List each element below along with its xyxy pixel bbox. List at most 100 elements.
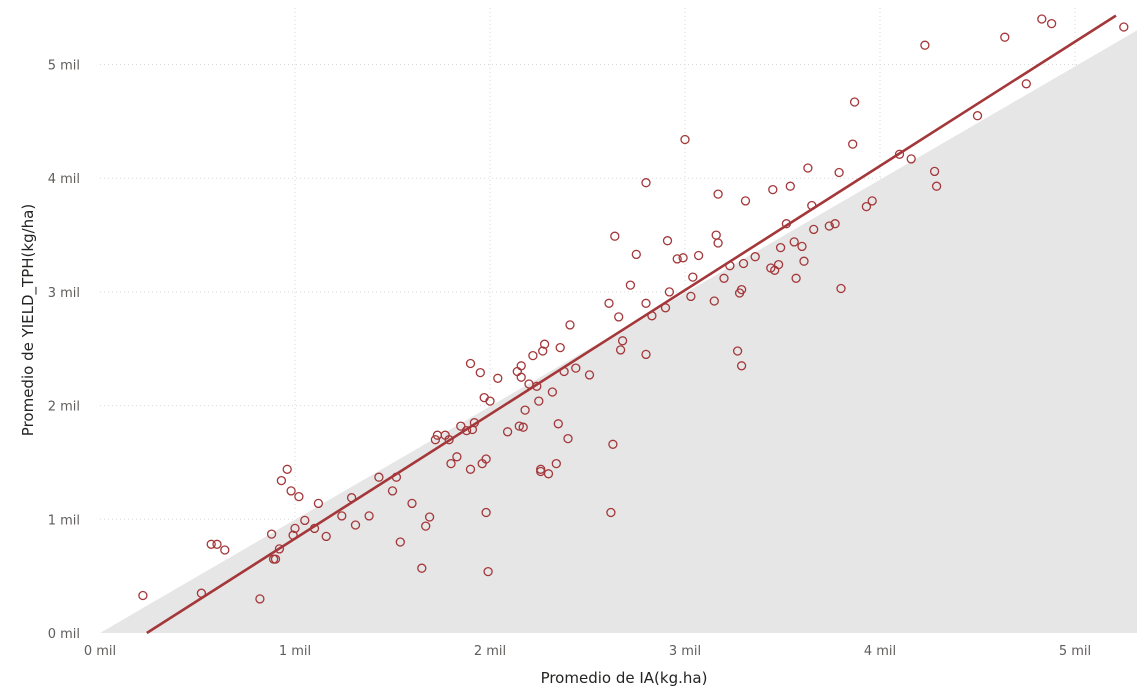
data-point [662,236,673,246]
data-point [584,370,595,380]
data-point [528,350,538,361]
data-point [713,238,723,248]
data-point [738,258,749,269]
data-point [834,167,844,178]
x-tick-label: 2 mil [474,644,506,659]
data-point [614,312,624,322]
data-point [539,339,550,349]
x-tick-label: 5 mil [1059,644,1091,659]
data-point [321,531,331,542]
data-point [861,201,872,212]
data-point [555,342,565,353]
data-point [514,421,524,431]
data-point [709,296,719,306]
data-point [290,523,300,534]
data-point [286,486,296,496]
data-point [421,521,431,531]
data-point [481,507,491,518]
data-point [830,219,840,229]
data-point [688,272,698,282]
data-point [641,298,651,308]
data-point [775,242,786,253]
data-point [493,373,503,383]
data-point [276,475,287,486]
data-point [750,252,760,262]
data-point [791,273,801,283]
data-point [824,221,834,231]
data-point [740,196,751,206]
data-point [475,367,485,378]
x-tick-label: 0 mil [84,644,116,659]
data-point [407,498,417,509]
data-point [512,366,522,377]
data-point [502,427,513,437]
data-point [424,512,435,522]
data-point [553,419,563,429]
data-point [563,433,573,444]
data-point [929,166,940,177]
data-point [364,511,374,521]
y-tick-label: 3 mil [48,286,80,301]
y-tick-label: 4 mil [48,172,80,187]
data-point [615,345,626,355]
x-axis-title: Promedio de IA(kg.ha) [541,669,708,687]
data-point [543,469,554,479]
data-point [444,435,454,445]
data-point [374,472,384,482]
data-point [736,361,747,371]
data-point [713,189,723,199]
data-point [809,224,819,235]
data-point [719,273,729,283]
data-point [516,372,526,382]
y-tick-label: 0 mil [48,627,80,642]
data-point [294,491,304,502]
data-point [972,111,983,121]
data-point [606,507,616,518]
data-point [604,298,614,308]
x-tick-label: 3 mil [669,644,701,659]
x-axis-ticks: 0 mil 1 mil 2 mil 3 mil 4 mil 5 mil [84,644,1091,659]
data-point [608,439,618,449]
data-point [255,594,265,604]
data-point [337,511,347,521]
data-point [485,396,495,406]
data-point [430,435,441,445]
data-point [631,249,641,260]
data-point [551,458,561,469]
data-point [516,361,526,371]
data-point [565,320,575,330]
data-point [220,545,230,555]
y-tick-label: 1 mil [48,513,80,528]
data-point [1021,79,1031,89]
data-point [313,498,324,509]
data-point [797,241,807,252]
data-point [483,566,493,577]
data-point [785,181,795,191]
y-tick-label: 2 mil [48,400,80,415]
data-point [664,287,675,297]
data-point [534,396,544,406]
data-point [625,280,636,290]
x-tick-label: 4 mil [864,644,896,659]
y-axis-ticks: 0 mil 1 mil 2 mil 3 mil 4 mil 5 mil [48,59,80,643]
data-point [1046,18,1057,29]
data-point [931,181,942,191]
data-point [789,237,799,247]
data-point [138,590,148,601]
data-point [732,346,743,356]
data-point [736,284,747,295]
data-point [693,250,704,261]
data-point [836,283,846,294]
data-point [1037,14,1047,24]
trend-line [146,14,1117,635]
data-point [1119,22,1129,32]
data-point [300,515,310,526]
data-point [641,349,651,360]
data-point [686,291,696,302]
data-point [212,539,222,549]
data-point [206,539,216,549]
data-point [274,544,285,554]
data-point [270,554,281,564]
data-point [465,464,476,474]
points-layer [138,14,1129,604]
